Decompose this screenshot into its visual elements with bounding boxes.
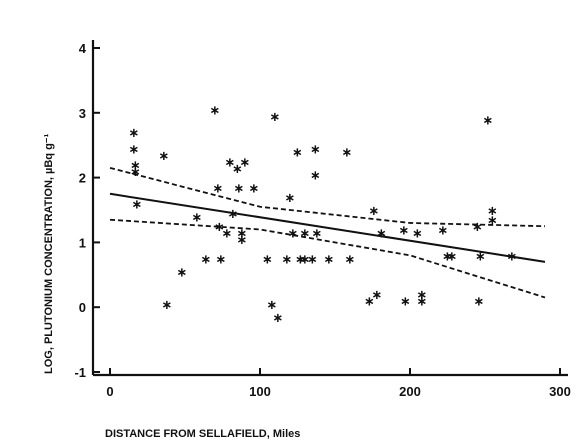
data-point: ∗ — [447, 249, 458, 264]
data-point: ∗ — [364, 295, 375, 310]
data-point: ∗ — [310, 168, 321, 183]
data-point: ∗ — [507, 249, 518, 264]
data-point: ∗ — [438, 223, 449, 238]
data-point: ∗ — [342, 146, 353, 161]
data-point: ∗ — [282, 253, 293, 268]
data-point: ∗ — [225, 155, 236, 170]
data-point: ∗ — [417, 288, 428, 303]
data-point: ∗ — [487, 214, 498, 229]
data-point: ∗ — [262, 253, 273, 268]
x-tick-label: 100 — [249, 384, 271, 399]
data-point: ∗ — [472, 220, 483, 235]
data-point: ∗ — [267, 298, 278, 313]
data-point: ∗ — [312, 227, 323, 242]
x-axis-label: DISTANCE FROM SELLAFIELD, Miles — [105, 428, 300, 440]
x-tick-label: 300 — [549, 384, 571, 399]
data-point: ∗ — [162, 298, 173, 313]
data-point: ∗ — [324, 253, 335, 268]
y-tick-label: 3 — [79, 106, 86, 121]
data-point: ∗ — [307, 253, 318, 268]
y-tick-label: 4 — [79, 41, 87, 56]
data-point: ∗ — [130, 159, 141, 174]
data-point: ∗ — [483, 113, 494, 128]
data-point: ∗ — [159, 149, 170, 164]
data-point: ∗ — [412, 227, 423, 242]
data-point: ∗ — [234, 181, 245, 196]
data-point: ∗ — [129, 126, 140, 141]
data-point: ∗ — [300, 227, 311, 242]
data-point: ∗ — [192, 210, 203, 225]
data-points: ∗∗∗∗∗∗∗∗∗∗∗∗∗∗∗∗∗∗∗∗∗∗∗∗∗∗∗∗∗∗∗∗∗∗∗∗∗∗∗∗… — [129, 104, 518, 326]
data-point: ∗ — [213, 181, 224, 196]
data-point: ∗ — [474, 295, 485, 310]
regression-lines — [109, 167, 546, 299]
data-point: ∗ — [417, 295, 428, 310]
data-point: ∗ — [372, 288, 383, 303]
y-tick-label: -1 — [74, 365, 86, 380]
data-point: ∗ — [201, 253, 212, 268]
data-point: ∗ — [295, 253, 306, 268]
x-axis-ticks: 0 100 200 300 — [106, 368, 571, 399]
data-point: ∗ — [369, 204, 380, 219]
data-point: ∗ — [300, 253, 311, 268]
data-point: ∗ — [237, 227, 248, 242]
x-tick-label: 200 — [399, 384, 421, 399]
data-point: ∗ — [270, 110, 281, 125]
data-point: ∗ — [216, 253, 227, 268]
data-point: ∗ — [285, 191, 296, 206]
y-tick-label: 2 — [79, 171, 86, 186]
x-tick-label: 0 — [106, 384, 113, 399]
data-point: ∗ — [177, 266, 188, 281]
data-point: ∗ — [130, 165, 141, 180]
data-point: ∗ — [288, 227, 299, 242]
axes — [91, 40, 568, 377]
y-tick-label: 0 — [79, 300, 86, 315]
data-point: ∗ — [400, 295, 411, 310]
data-point: ∗ — [475, 249, 486, 264]
regression-line — [109, 192, 546, 263]
data-point: ∗ — [345, 253, 356, 268]
data-point: ∗ — [487, 204, 498, 219]
data-point: ∗ — [228, 207, 239, 222]
data-point: ∗ — [210, 104, 221, 119]
y-axis-ticks: -1 0 1 2 3 4 — [74, 41, 100, 380]
data-point: ∗ — [249, 181, 260, 196]
data-point: ∗ — [132, 198, 143, 213]
data-point: ∗ — [222, 227, 233, 242]
data-point: ∗ — [240, 155, 251, 170]
data-point: ∗ — [399, 223, 410, 238]
data-point: ∗ — [237, 233, 248, 248]
data-point: ∗ — [273, 311, 284, 326]
data-point: ∗ — [376, 227, 387, 242]
data-point: ∗ — [442, 249, 453, 264]
data-point: ∗ — [310, 142, 321, 157]
y-tick-label: 1 — [79, 235, 86, 250]
y-axis-label: LOG, PLUTONIUM CONCENTRATION, µBq g⁻¹ — [43, 133, 55, 374]
data-point: ∗ — [292, 146, 303, 161]
confidence-band-upper — [109, 167, 546, 228]
confidence-band-lower — [109, 218, 546, 299]
data-point: ∗ — [214, 220, 225, 235]
data-point: ∗ — [232, 162, 243, 177]
data-point: ∗ — [129, 142, 140, 157]
